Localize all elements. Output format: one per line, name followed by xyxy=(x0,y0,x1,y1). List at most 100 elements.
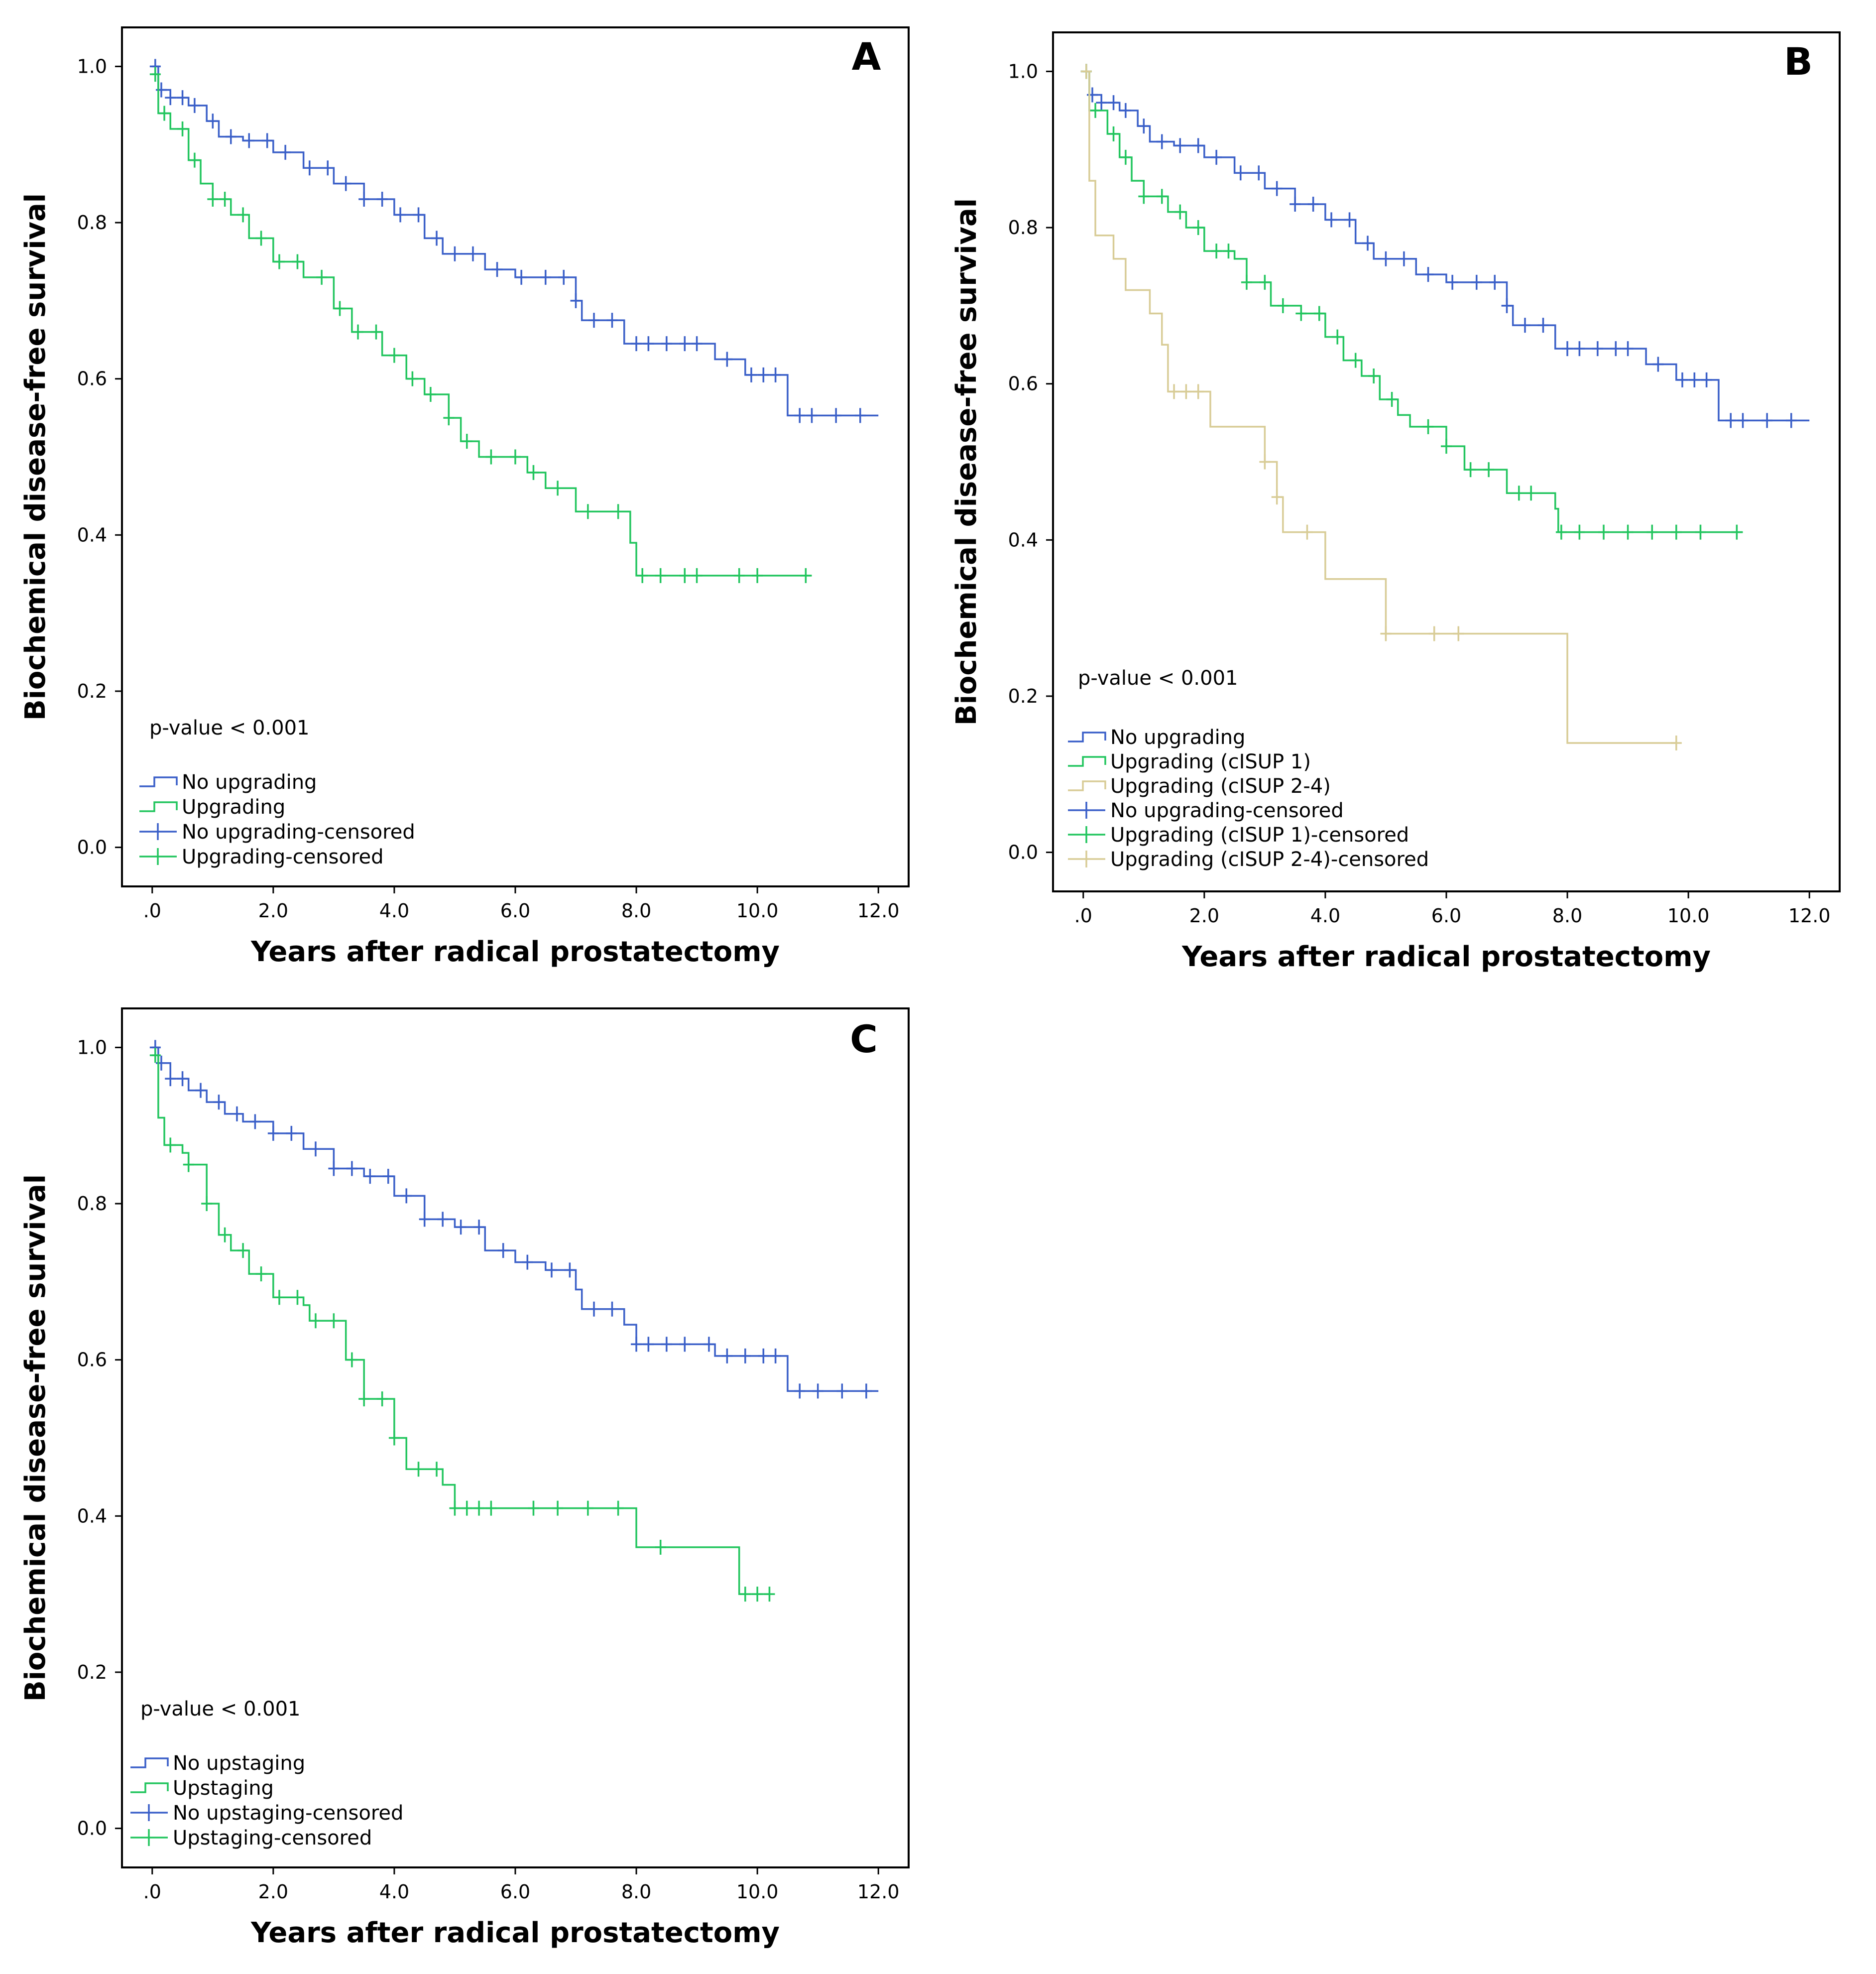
censor-mark xyxy=(419,1212,430,1227)
censor-mark xyxy=(1520,318,1530,333)
legend-censor-swatch xyxy=(1068,826,1105,843)
censor-mark xyxy=(334,301,346,316)
censor-mark xyxy=(721,352,733,367)
panel-label: C xyxy=(850,1017,878,1061)
censor-mark xyxy=(401,1188,412,1204)
censor-mark xyxy=(1380,251,1392,266)
censor-mark xyxy=(733,568,745,583)
x-tick-label: 4.0 xyxy=(379,900,409,922)
censor-mark xyxy=(165,90,176,106)
censor-mark xyxy=(286,1125,297,1141)
censor-mark xyxy=(376,1391,388,1407)
censor-mark xyxy=(655,568,666,583)
censor-mark xyxy=(1610,341,1622,357)
censor-mark xyxy=(1652,357,1664,372)
legend-label: No upgrading xyxy=(1110,726,1245,749)
censor-mark xyxy=(237,1243,249,1258)
censor-mark xyxy=(1398,251,1409,266)
censor-mark xyxy=(1192,384,1204,399)
censor-mark xyxy=(1344,212,1355,228)
censor-mark xyxy=(1483,462,1495,478)
x-tick-label: 10.0 xyxy=(736,900,779,922)
censor-mark xyxy=(207,192,219,207)
legend-censor-swatch xyxy=(1068,802,1105,819)
censor-mark xyxy=(1785,413,1797,428)
y-tick-label: 0.6 xyxy=(77,1349,107,1371)
censor-mark xyxy=(1761,413,1773,428)
censor-mark xyxy=(219,192,231,207)
censor-mark xyxy=(546,1262,557,1278)
censor-mark xyxy=(1677,372,1688,387)
censor-mark xyxy=(165,1137,176,1153)
p-value-annotation: p-value < 0.001 xyxy=(149,717,309,740)
censor-mark xyxy=(149,1048,161,1063)
censor-mark xyxy=(1441,439,1452,454)
censor-mark xyxy=(1120,103,1131,118)
censor-mark xyxy=(177,90,188,106)
legend-label: Upgrading (cISUP 1) xyxy=(1110,750,1311,773)
y-tick-label: 0.4 xyxy=(1008,529,1038,551)
censor-mark xyxy=(655,1540,666,1555)
p-value-annotation: p-value < 0.001 xyxy=(140,1698,300,1721)
censor-mark xyxy=(1471,274,1482,290)
y-tick-label: 0.6 xyxy=(1008,373,1038,395)
censor-mark xyxy=(643,336,654,352)
censor-mark xyxy=(388,1430,400,1446)
censor-mark xyxy=(1350,353,1361,368)
censor-mark xyxy=(703,1337,714,1352)
censor-mark xyxy=(388,348,400,363)
censor-mark xyxy=(1090,103,1101,118)
censor-mark xyxy=(165,1071,176,1087)
x-tick-label: 4.0 xyxy=(379,1881,409,1903)
censor-mark xyxy=(437,1212,449,1227)
censor-mark xyxy=(1422,419,1434,434)
censor-mark xyxy=(485,1500,497,1516)
censor-mark xyxy=(1513,486,1524,501)
legend-label: No upgrading xyxy=(182,771,317,794)
legend-censor-swatch xyxy=(139,848,177,865)
censor-mark xyxy=(1169,384,1180,399)
censor-mark xyxy=(528,1500,539,1516)
legend-label: Upgrading (cISUP 1)-censored xyxy=(1110,824,1409,847)
censor-mark xyxy=(473,1220,485,1235)
censor-mark xyxy=(510,449,521,465)
censor-mark xyxy=(1701,372,1712,387)
censor-mark xyxy=(322,160,334,176)
censor-mark xyxy=(1290,197,1301,212)
censor-mark xyxy=(570,293,582,308)
censor-mark xyxy=(1192,138,1204,153)
censor-mark xyxy=(1525,486,1537,501)
censor-mark xyxy=(764,1587,775,1602)
censor-mark xyxy=(752,568,763,583)
censor-mark xyxy=(1241,274,1252,290)
x-axis-label: Years after radical prostatectomy xyxy=(250,936,780,968)
censor-mark xyxy=(1108,95,1119,111)
censor-mark xyxy=(255,1266,267,1282)
legend-censor-swatch xyxy=(139,823,177,840)
y-tick-label: 0.0 xyxy=(77,1818,107,1840)
censor-mark xyxy=(177,121,188,136)
censor-mark xyxy=(758,367,769,382)
censor-mark xyxy=(1386,392,1398,407)
y-tick-label: 0.0 xyxy=(77,837,107,859)
panel-a: .0 2.0 4.0 6.0 8.0 10.0 12.0 0.0 0.2 0.4 0.6 0.8 1.0… xyxy=(19,26,910,968)
y-tick-label: 0.2 xyxy=(77,680,107,702)
x-tick-label: .0 xyxy=(143,1881,161,1903)
censor-mark xyxy=(370,324,382,340)
censor-mark xyxy=(449,1500,461,1516)
censor-mark xyxy=(588,1301,599,1317)
legend-line-swatch xyxy=(1068,756,1106,767)
censor-mark xyxy=(1301,524,1313,540)
censor-mark xyxy=(1271,181,1283,196)
censor-mark xyxy=(443,410,455,426)
legend-label: Upstaging xyxy=(173,1777,274,1800)
censor-mark xyxy=(1156,189,1168,204)
censor-mark xyxy=(1332,329,1343,345)
legend-line-swatch xyxy=(1068,732,1106,742)
censor-mark xyxy=(1689,372,1700,387)
censor-mark xyxy=(1501,298,1513,313)
censor-mark xyxy=(219,1227,231,1242)
censor-mark xyxy=(467,246,478,261)
y-tick-label: 0.6 xyxy=(77,368,107,390)
censor-mark xyxy=(1120,149,1131,165)
